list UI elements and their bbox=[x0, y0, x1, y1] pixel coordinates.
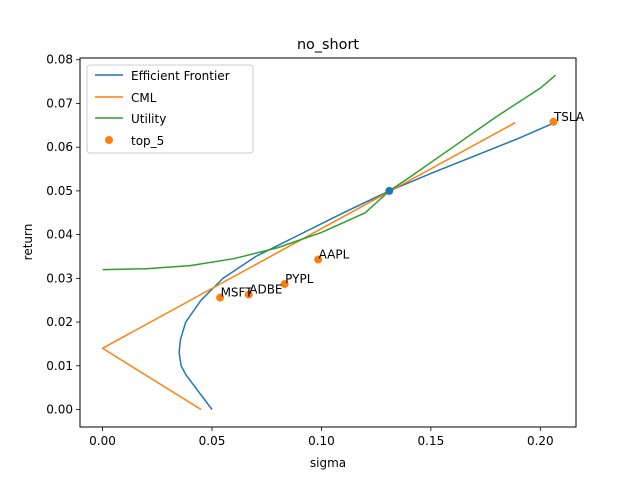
top5-point-adbe bbox=[244, 290, 253, 299]
y-tick-label: 0.03 bbox=[46, 271, 73, 285]
y-tick-label: 0.07 bbox=[46, 96, 73, 110]
y-axis-ticks: 0.00 0.01 0.02 0.03 0.04 0.05 0.06 0.07 0.08 bbox=[46, 53, 80, 417]
y-tick-label: 0.06 bbox=[46, 140, 73, 154]
x-tick-label: 0.10 bbox=[308, 434, 335, 448]
top5-label-tsla: TSLA bbox=[553, 110, 585, 124]
legend-top5-marker bbox=[105, 136, 113, 144]
top5-point-pypl bbox=[280, 280, 289, 289]
y-tick-label: 0.01 bbox=[46, 359, 73, 373]
legend-utility-label: Utility bbox=[131, 112, 166, 126]
top5-label-aapl: AAPL bbox=[319, 248, 350, 262]
legend-efficient-frontier-label: Efficient Frontier bbox=[131, 69, 230, 83]
y-tick-label: 0.00 bbox=[46, 403, 73, 417]
top5-label-msft: MSFT bbox=[221, 286, 254, 300]
x-tick-label: 0.20 bbox=[527, 434, 554, 448]
x-tick-label: 0.15 bbox=[418, 434, 445, 448]
cml-line bbox=[101, 122, 516, 411]
top5-label-pypl: PYPL bbox=[285, 272, 314, 286]
x-axis-label: sigma bbox=[310, 456, 346, 470]
x-tick-label: 0.05 bbox=[199, 434, 226, 448]
tangent-point-marker bbox=[385, 186, 394, 195]
y-tick-label: 0.08 bbox=[46, 53, 73, 67]
legend-cml-label: CML bbox=[131, 91, 157, 105]
x-tick-label: 0.00 bbox=[89, 434, 116, 448]
utility-line bbox=[102, 74, 557, 271]
legend-box bbox=[86, 64, 254, 154]
chart-title: no_short bbox=[297, 37, 359, 53]
axes-frame bbox=[79, 57, 577, 428]
top5-point-aapl bbox=[314, 255, 323, 264]
legend: Efficient Frontier CML Utility top_5 bbox=[86, 64, 254, 154]
top5-point-msft bbox=[216, 293, 225, 302]
y-tick-label: 0.05 bbox=[46, 184, 73, 198]
y-axis-label: return bbox=[21, 224, 35, 261]
y-tick-label: 0.04 bbox=[46, 228, 73, 242]
top5-point-tsla bbox=[549, 117, 558, 126]
y-tick-label: 0.02 bbox=[46, 315, 73, 329]
legend-top5-label: top_5 bbox=[131, 134, 164, 148]
top5-label-adbe: ADBE bbox=[249, 283, 282, 297]
x-axis-ticks: 0.00 0.05 0.10 0.15 0.20 bbox=[89, 427, 554, 448]
efficient-frontier-line bbox=[178, 122, 554, 410]
